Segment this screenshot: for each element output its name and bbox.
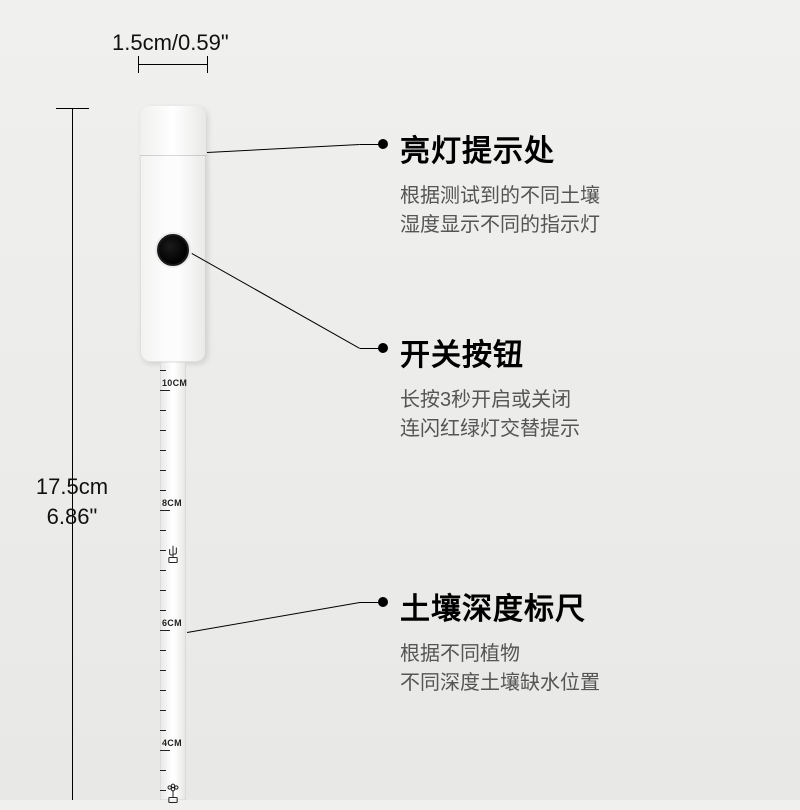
ruler-tick-minor — [160, 470, 166, 471]
ruler-tick-major — [160, 750, 170, 751]
ruler-mark-label: 6CM — [162, 618, 182, 628]
callout-dot-icon — [378, 343, 388, 353]
dimension-width-label: 1.5cm/0.59" — [112, 30, 229, 56]
dimension-height-cm: 17.5cm — [20, 472, 124, 502]
flower-icon — [163, 780, 183, 810]
ruler-tick-minor — [160, 430, 166, 431]
callout-leader-line — [187, 602, 360, 633]
callout-leader-line — [207, 144, 360, 153]
ruler-tick-minor — [160, 650, 166, 651]
ruler-tick-minor — [160, 710, 166, 711]
ruler-tick-minor — [160, 370, 166, 371]
ruler-tick-major — [160, 510, 170, 511]
ruler-tick-minor — [160, 570, 166, 571]
ruler-tick-minor — [160, 450, 166, 451]
callout-dot-icon — [378, 139, 388, 149]
cactus-icon — [163, 540, 183, 570]
callout-dot-icon — [378, 597, 388, 607]
device-ruler-probe: 10CM 8CM 6CM 4CM — [160, 362, 186, 800]
ruler-tick-minor — [160, 530, 166, 531]
ruler-mark-label: 8CM — [162, 498, 182, 508]
callout-title: 土壤深度标尺 — [400, 584, 780, 628]
callout-depth-scale: 土壤深度标尺根据不同植物不同深度土壤缺水位置 — [400, 584, 780, 698]
callout-button: 开关按钮长按3秒开启或关闭连闪红绿灯交替提示 — [400, 330, 780, 444]
ruler-tick-major — [160, 630, 170, 631]
ruler-tick-minor — [160, 690, 166, 691]
device-head — [140, 106, 206, 362]
dimension-height-in: 6.86" — [20, 502, 124, 532]
ruler-tick-minor — [160, 590, 166, 591]
callout-leader-line — [192, 253, 360, 349]
ruler-tick-minor — [160, 410, 166, 411]
ruler-tick-minor — [160, 770, 166, 771]
callout-indicator: 亮灯提示处根据测试到的不同土壤湿度显示不同的指示灯 — [400, 126, 780, 240]
device-power-button[interactable] — [157, 234, 189, 266]
callout-title: 开关按钮 — [400, 330, 780, 374]
device-indicator-cap — [140, 106, 206, 156]
ruler-tick-minor — [160, 610, 166, 611]
ruler-tick-minor — [160, 490, 166, 491]
dimension-width-line — [138, 64, 208, 65]
ruler-tick-major — [160, 390, 170, 391]
dimension-height-label: 17.5cm 6.86" — [20, 472, 124, 531]
ruler-mark-label: 10CM — [162, 378, 187, 388]
callout-description: 根据不同植物不同深度土壤缺水位置 — [400, 640, 780, 698]
callout-description: 根据测试到的不同土壤湿度显示不同的指示灯 — [400, 182, 780, 240]
ruler-tick-minor — [160, 730, 166, 731]
ruler-mark-label: 4CM — [162, 738, 182, 748]
callout-title: 亮灯提示处 — [400, 126, 780, 170]
dimension-height-line — [72, 108, 73, 800]
callout-description: 长按3秒开启或关闭连闪红绿灯交替提示 — [400, 386, 780, 444]
ruler-tick-minor — [160, 670, 166, 671]
